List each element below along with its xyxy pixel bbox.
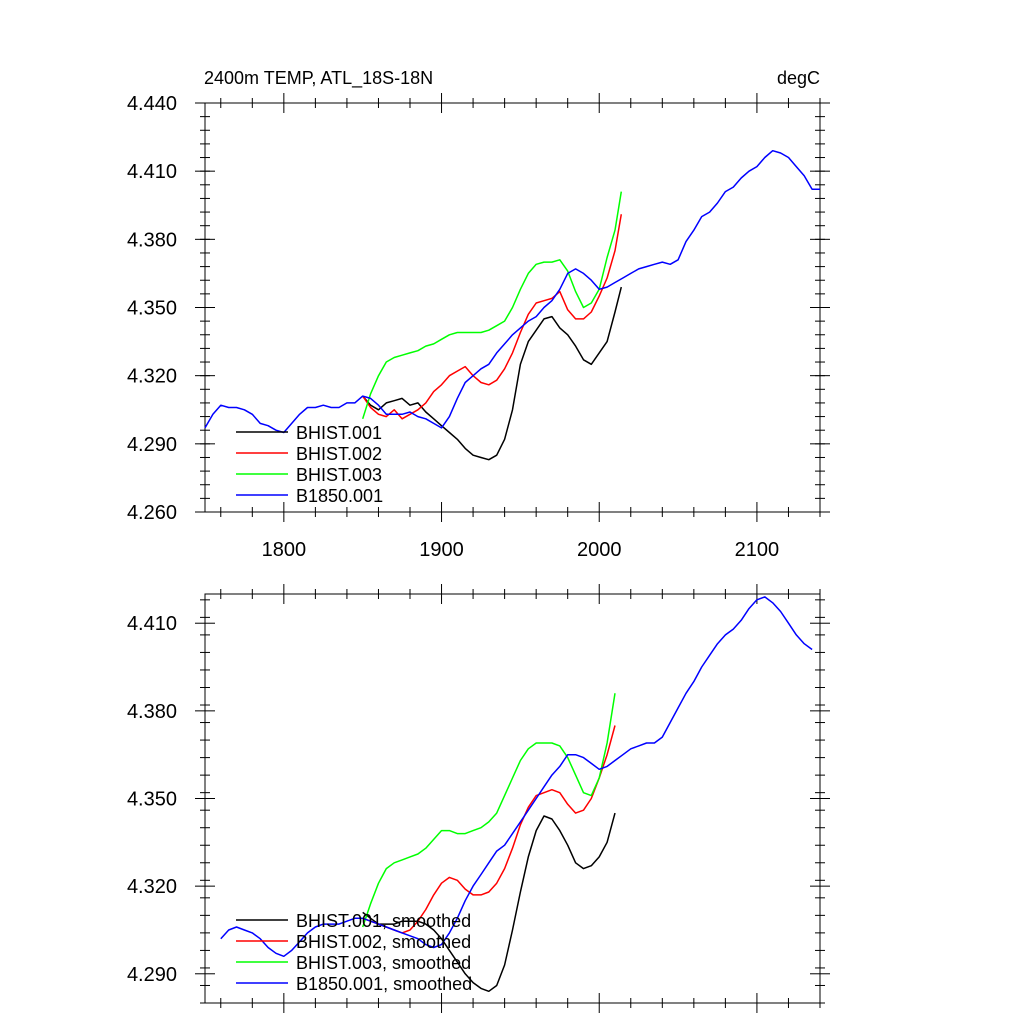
x-tick-label: 2100: [735, 539, 780, 561]
y-tick-label: 4.380: [127, 701, 177, 723]
x-tick-label: 1800: [262, 539, 307, 561]
y-tick-label: 4.410: [127, 161, 177, 183]
y-tick-label: 4.320: [127, 366, 177, 388]
y-tick-label: 4.290: [127, 964, 177, 986]
series-line: [362, 725, 616, 934]
y-tick-label: 4.380: [127, 229, 177, 251]
chart-title: 2400m TEMP, ATL_18S-18N: [204, 68, 433, 89]
y-tick-label: 4.350: [127, 298, 177, 320]
legend-label: B1850.001, smoothed: [296, 974, 472, 994]
legend-label: BHIST.003: [296, 465, 382, 485]
y-tick-label: 4.320: [127, 876, 177, 898]
x-tick-label: 2000: [577, 539, 622, 561]
legend-label: BHIST.002, smoothed: [296, 932, 471, 952]
y-tick-label: 4.410: [127, 613, 177, 635]
bottom-plot: 4.290 4.320 4.350 4.380 4.410 BHIST.001, smoo…: [127, 584, 830, 1013]
series-line: [361, 191, 623, 420]
y-tick-label: 4.440: [127, 93, 177, 115]
series-line: [362, 812, 616, 993]
series-line: [362, 286, 623, 461]
y-tick-label: 4.350: [127, 789, 177, 811]
legend-label: BHIST.001, smoothed: [296, 911, 471, 931]
legend-label: BHIST.002: [296, 444, 382, 464]
series-line: [204, 149, 820, 434]
y-tick-label: 4.290: [127, 434, 177, 456]
legend-label: BHIST.003, smoothed: [296, 953, 471, 973]
series-line: [361, 693, 616, 928]
y-tick-label: 4.260: [127, 502, 177, 524]
legend-label: B1850.001: [296, 486, 383, 506]
series-line: [220, 596, 813, 958]
units-label: degC: [777, 68, 820, 88]
x-tick-label: 1900: [419, 539, 464, 561]
top-plot: 2400m TEMP, ATL_18S-18N degC 4.260 4.290 4…: [127, 68, 830, 561]
legend-label: BHIST.001: [296, 423, 382, 443]
series-line: [362, 214, 623, 420]
